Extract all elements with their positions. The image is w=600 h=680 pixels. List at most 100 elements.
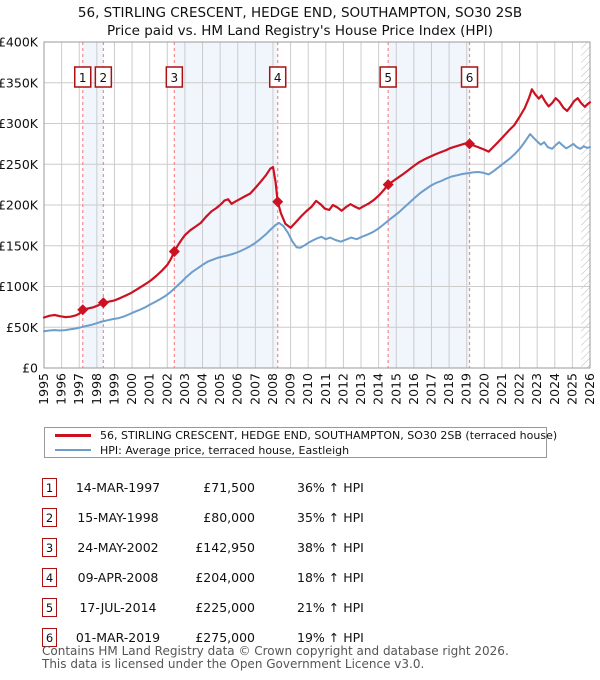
sale-number-box bbox=[73, 66, 92, 88]
sale-row: 5 17-JUL-2014 £225,000 21% ↑ HPI bbox=[42, 597, 562, 618]
x-tick-label: 2002 bbox=[159, 373, 174, 405]
x-tick-label: 2016 bbox=[406, 373, 421, 405]
sale-marker bbox=[382, 179, 394, 191]
y-tick-label: £250K bbox=[0, 157, 39, 172]
sale-price: £80,000 bbox=[203, 510, 255, 525]
sale-date: 09-APR-2008 bbox=[77, 570, 159, 585]
x-tick-label: 2021 bbox=[494, 373, 509, 405]
y-tick-label: £50K bbox=[6, 320, 39, 335]
footer-line-2: This data is licensed under the Open Gov… bbox=[42, 657, 425, 672]
page-subtitle: Price paid vs. HM Land Registry's House … bbox=[107, 23, 493, 39]
sale-number: 6 bbox=[466, 71, 474, 85]
x-tick-label: 2013 bbox=[353, 373, 368, 405]
sale-marker bbox=[168, 245, 180, 257]
sale-vs-hpi: 35% ↑ HPI bbox=[297, 510, 364, 525]
sale-price: £204,000 bbox=[195, 570, 255, 585]
sale-number: 1 bbox=[79, 71, 87, 85]
sale-number: 5 bbox=[384, 71, 392, 85]
y-tick-label: £150K bbox=[0, 238, 39, 253]
legend-label: 56, STIRLING CRESCENT, HEDGE END, SOUTHA… bbox=[100, 428, 558, 442]
sale-row: 2 15-MAY-1998 £80,000 35% ↑ HPI bbox=[42, 507, 562, 528]
x-tick-label: 2008 bbox=[265, 373, 280, 405]
chart-legend: 56, STIRLING CRESCENT, HEDGE END, SOUTHA… bbox=[44, 427, 557, 458]
y-tick-label: £300K bbox=[0, 116, 39, 131]
sale-marker bbox=[464, 138, 476, 150]
sale-price: £71,500 bbox=[203, 480, 255, 495]
sale-vs-hpi: 36% ↑ HPI bbox=[297, 480, 364, 495]
sale-number: 2 bbox=[100, 71, 108, 85]
sale-number-box: 5 bbox=[42, 598, 57, 617]
x-tick-label: 2024 bbox=[547, 373, 562, 405]
x-tick-label: 2006 bbox=[230, 373, 245, 405]
sale-row: 1 14-MAR-1997 £71,500 36% ↑ HPI bbox=[42, 477, 562, 498]
y-tick-label: £400K bbox=[0, 35, 39, 50]
sale-vs-hpi: 18% ↑ HPI bbox=[297, 570, 364, 585]
x-tick-label: 2005 bbox=[212, 373, 227, 405]
sale-number-box: 1 bbox=[42, 478, 57, 497]
x-tick-label: 2000 bbox=[124, 373, 139, 405]
x-tick-label: 1996 bbox=[54, 373, 69, 405]
license-footer: Contains HM Land Registry data © Crown c… bbox=[42, 644, 509, 672]
sale-number-box bbox=[165, 66, 184, 88]
sale-date: 17-JUL-2014 bbox=[79, 600, 157, 615]
sale-date: 14-MAR-1997 bbox=[75, 480, 161, 495]
sale-number-box: 4 bbox=[42, 568, 57, 587]
hpi-line bbox=[43, 133, 591, 333]
x-tick-label: 2004 bbox=[195, 373, 210, 405]
sale-number-box bbox=[268, 66, 287, 88]
sale-vs-hpi: 21% ↑ HPI bbox=[297, 600, 364, 615]
sale-price: £142,950 bbox=[195, 540, 255, 555]
x-tick-label: 1998 bbox=[89, 373, 104, 405]
y-tick-label: £100K bbox=[0, 279, 39, 294]
x-tick-label: 2012 bbox=[335, 373, 350, 405]
sale-number-box: 3 bbox=[42, 538, 57, 557]
sale-vs-hpi: 19% ↑ HPI bbox=[297, 630, 364, 645]
sale-date: 24-MAY-2002 bbox=[77, 540, 159, 555]
legend-item-hpi: HPI: Average price, terraced house, East… bbox=[45, 443, 546, 457]
x-tick-label: 1999 bbox=[106, 373, 121, 405]
x-tick-label: 1995 bbox=[36, 373, 51, 405]
sales-table: 1 14-MAR-1997 £71,500 36% ↑ HPI 2 15-MAY-1998… bbox=[42, 477, 562, 657]
sale-number-box bbox=[460, 66, 479, 88]
x-tick-label: 2026 bbox=[582, 373, 597, 405]
sale-number-box bbox=[94, 66, 113, 88]
y-tick-label: £0 bbox=[22, 361, 38, 376]
x-tick-label: 2025 bbox=[564, 373, 579, 405]
sale-marker bbox=[97, 297, 109, 309]
x-tick-label: 2017 bbox=[423, 373, 438, 405]
price-chart: 1 2 3 4 5 6 £0 £50K £100K £150K £200K £250K £300K £35… bbox=[0, 35, 597, 405]
page-title: 56, STIRLING CRESCENT, HEDGE END, SOUTHA… bbox=[77, 5, 523, 21]
sale-number: 3 bbox=[171, 71, 179, 85]
legend-item-price-paid: 56, STIRLING CRESCENT, HEDGE END, SOUTHA… bbox=[45, 429, 557, 442]
x-tick-label: 2015 bbox=[388, 373, 403, 405]
legend-label: HPI: Average price, terraced house, East… bbox=[100, 443, 350, 457]
sale-marker bbox=[272, 196, 284, 208]
x-tick-label: 1997 bbox=[71, 373, 86, 405]
x-tick-label: 2019 bbox=[459, 373, 474, 405]
sale-price: £275,000 bbox=[195, 630, 255, 645]
x-tick-label: 2011 bbox=[318, 373, 333, 405]
sale-marker bbox=[77, 304, 89, 316]
x-tick-label: 2001 bbox=[142, 373, 157, 405]
sale-number-box: 6 bbox=[42, 628, 57, 647]
footer-line-1: Contains HM Land Registry data © Crown c… bbox=[42, 644, 509, 658]
sale-row: 4 09-APR-2008 £204,000 18% ↑ HPI bbox=[42, 567, 562, 588]
sale-vs-hpi: 38% ↑ HPI bbox=[297, 540, 364, 555]
x-tick-label: 2020 bbox=[476, 373, 491, 405]
y-tick-label: £350K bbox=[0, 75, 39, 90]
x-tick-label: 2023 bbox=[529, 373, 544, 405]
x-tick-label: 2007 bbox=[247, 373, 262, 405]
x-tick-label: 2018 bbox=[441, 373, 456, 405]
x-tick-label: 2014 bbox=[371, 373, 386, 405]
x-tick-label: 2003 bbox=[177, 373, 192, 405]
price-paid-line-swatch bbox=[55, 433, 91, 437]
sale-date: 15-MAY-1998 bbox=[77, 510, 159, 525]
sale-row: 3 24-MAY-2002 £142,950 38% ↑ HPI bbox=[42, 537, 562, 558]
hpi-line-swatch bbox=[55, 448, 91, 452]
x-tick-label: 2022 bbox=[512, 373, 527, 405]
x-tick-label: 2009 bbox=[283, 373, 298, 405]
sale-date: 01-MAR-2019 bbox=[75, 630, 161, 645]
sale-number-box bbox=[379, 66, 397, 88]
sale-number-box: 2 bbox=[42, 508, 57, 527]
